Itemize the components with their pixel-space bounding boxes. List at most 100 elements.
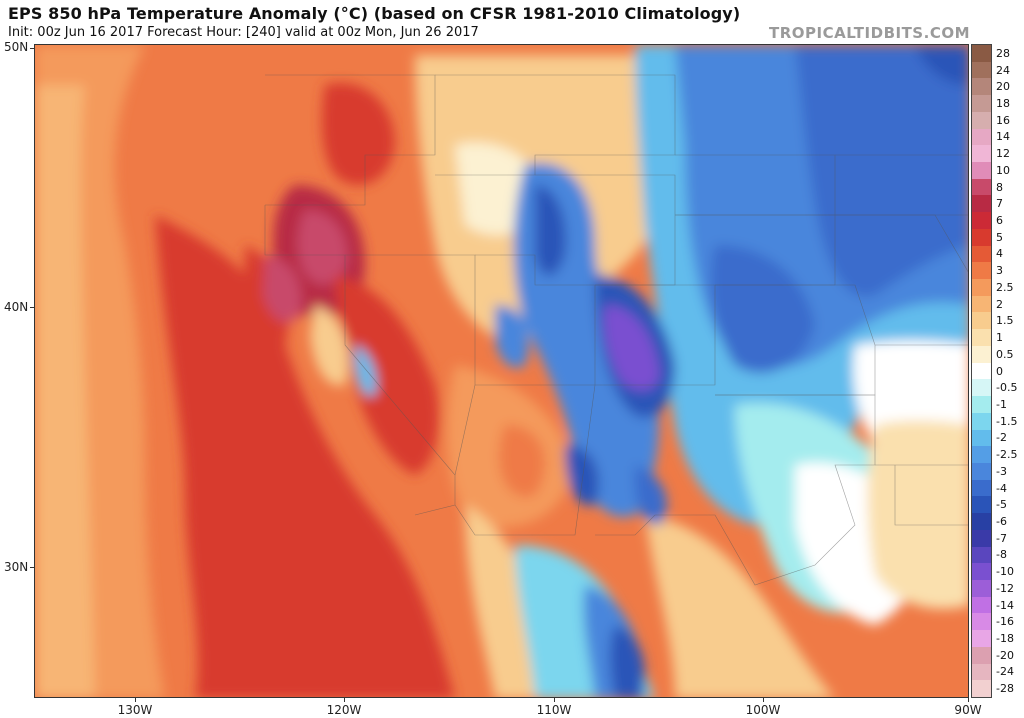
legend-swatch	[972, 496, 991, 514]
legend-swatch	[972, 128, 991, 146]
legend-swatch	[972, 362, 991, 380]
lon-label-100: 100W	[745, 703, 781, 717]
legend-swatch	[972, 680, 991, 698]
legend-label: 7	[996, 197, 1003, 211]
legend-swatch	[972, 279, 991, 297]
legend-label: -7	[996, 531, 1007, 545]
lon-tick-120	[344, 697, 345, 702]
nor-cal-extreme-warm	[263, 255, 302, 323]
legend-label: -12	[996, 581, 1014, 595]
legend-label: -8	[996, 548, 1007, 562]
legend-swatch	[972, 630, 991, 648]
legend-label: 18	[996, 97, 1010, 110]
legend-swatch	[972, 663, 991, 681]
mexico-cold-core	[610, 625, 645, 697]
legend-swatch	[972, 145, 991, 163]
lat-label-40: 40N	[4, 300, 29, 314]
legend-label: 5	[996, 230, 1003, 244]
legend-label: 20	[996, 80, 1010, 94]
legend-label: 0.5	[996, 347, 1014, 361]
legend-label: -1.5	[996, 414, 1018, 428]
legend-swatch	[972, 462, 991, 481]
legend-label: -24	[996, 665, 1014, 679]
legend-swatch	[972, 613, 991, 631]
lat-tick-50	[30, 48, 35, 49]
legend-label: -6	[996, 514, 1007, 528]
legend-label: -3	[996, 464, 1007, 478]
legend-swatch	[972, 162, 991, 180]
legend-label: 14	[996, 130, 1010, 144]
legend-label: 16	[996, 113, 1010, 127]
map-title: EPS 850 hPa Temperature Anomaly (°C) (ba…	[8, 4, 741, 23]
legend-label: -16	[996, 615, 1014, 629]
northeast-corner-cold	[915, 45, 968, 85]
legend-label: -0.5	[996, 381, 1018, 395]
legend-swatch	[972, 295, 991, 313]
southwest-warm-core	[499, 425, 545, 497]
legend-swatch	[972, 396, 991, 414]
color-legend	[971, 44, 992, 698]
legend-swatch	[972, 596, 991, 614]
legend-label: 12	[996, 147, 1010, 161]
map-subtitle: Init: 00z Jun 16 2017 Forecast Hour: [24…	[8, 25, 479, 40]
legend-label: -1	[996, 397, 1007, 411]
legend-swatch	[972, 45, 991, 63]
legend-label: 4	[996, 247, 1003, 261]
trans-pecos-cold	[634, 465, 667, 525]
legend-swatch	[972, 95, 991, 113]
legend-label: 2	[996, 297, 1003, 311]
legend-label: -18	[996, 631, 1014, 645]
lon-tick-110	[554, 697, 555, 702]
legend-label: -2.5	[996, 448, 1018, 462]
legend-swatch	[972, 312, 991, 330]
legend-swatch	[972, 78, 991, 96]
lat-tick-30	[30, 567, 35, 568]
legend-label: 0	[996, 364, 1003, 378]
legend-swatch	[972, 429, 991, 447]
legend-swatch	[972, 195, 991, 213]
legend-swatch	[972, 479, 991, 497]
legend-swatch	[972, 579, 991, 598]
legend-label: -20	[996, 648, 1014, 662]
legend-label: 28	[996, 46, 1010, 60]
legend-swatch	[972, 529, 991, 548]
legend-label: -5	[996, 498, 1007, 512]
warm-core-offshore	[155, 215, 455, 697]
legend-swatch	[972, 111, 991, 130]
coastal-mild	[645, 515, 834, 697]
legend-label: -10	[996, 565, 1014, 579]
legend-label: 6	[996, 214, 1003, 228]
lon-label-120: 120W	[326, 703, 362, 717]
legend-swatch	[972, 329, 991, 347]
nm-cold-core	[565, 445, 599, 506]
lon-tick-90	[968, 697, 969, 702]
legend-swatch	[972, 345, 991, 364]
legend-label: 3	[996, 264, 1003, 278]
legend-swatch	[972, 212, 991, 230]
sierra-cool	[355, 345, 377, 396]
legend-swatch	[972, 228, 991, 247]
legend-swatch	[972, 178, 991, 196]
colorado-extreme-cold	[603, 305, 660, 391]
lat-tick-40	[30, 307, 35, 308]
lon-label-90: 90W	[954, 703, 982, 717]
legend-label: -28	[996, 682, 1014, 696]
lat-label-30: 30N	[4, 560, 29, 574]
legend-label: 1.5	[996, 314, 1014, 328]
anomaly-map-canvas	[35, 45, 968, 697]
lon-label-130: 130W	[117, 703, 153, 717]
lon-tick-100	[763, 697, 764, 702]
legend-label: 24	[996, 63, 1010, 77]
legend-label: -4	[996, 481, 1007, 495]
legend-swatch	[972, 379, 991, 397]
anomaly-map	[34, 44, 969, 698]
lon-label-110: 110W	[536, 703, 572, 717]
pnw-extreme-warm-core	[297, 210, 348, 285]
central-valley-mild	[310, 305, 349, 386]
wyoming-cold-core	[535, 185, 566, 276]
warm-lighter-west	[35, 85, 95, 697]
legend-swatch	[972, 412, 991, 430]
southeast-mild	[867, 420, 968, 609]
legend-swatch	[972, 546, 991, 564]
legend-label: 1	[996, 331, 1003, 345]
